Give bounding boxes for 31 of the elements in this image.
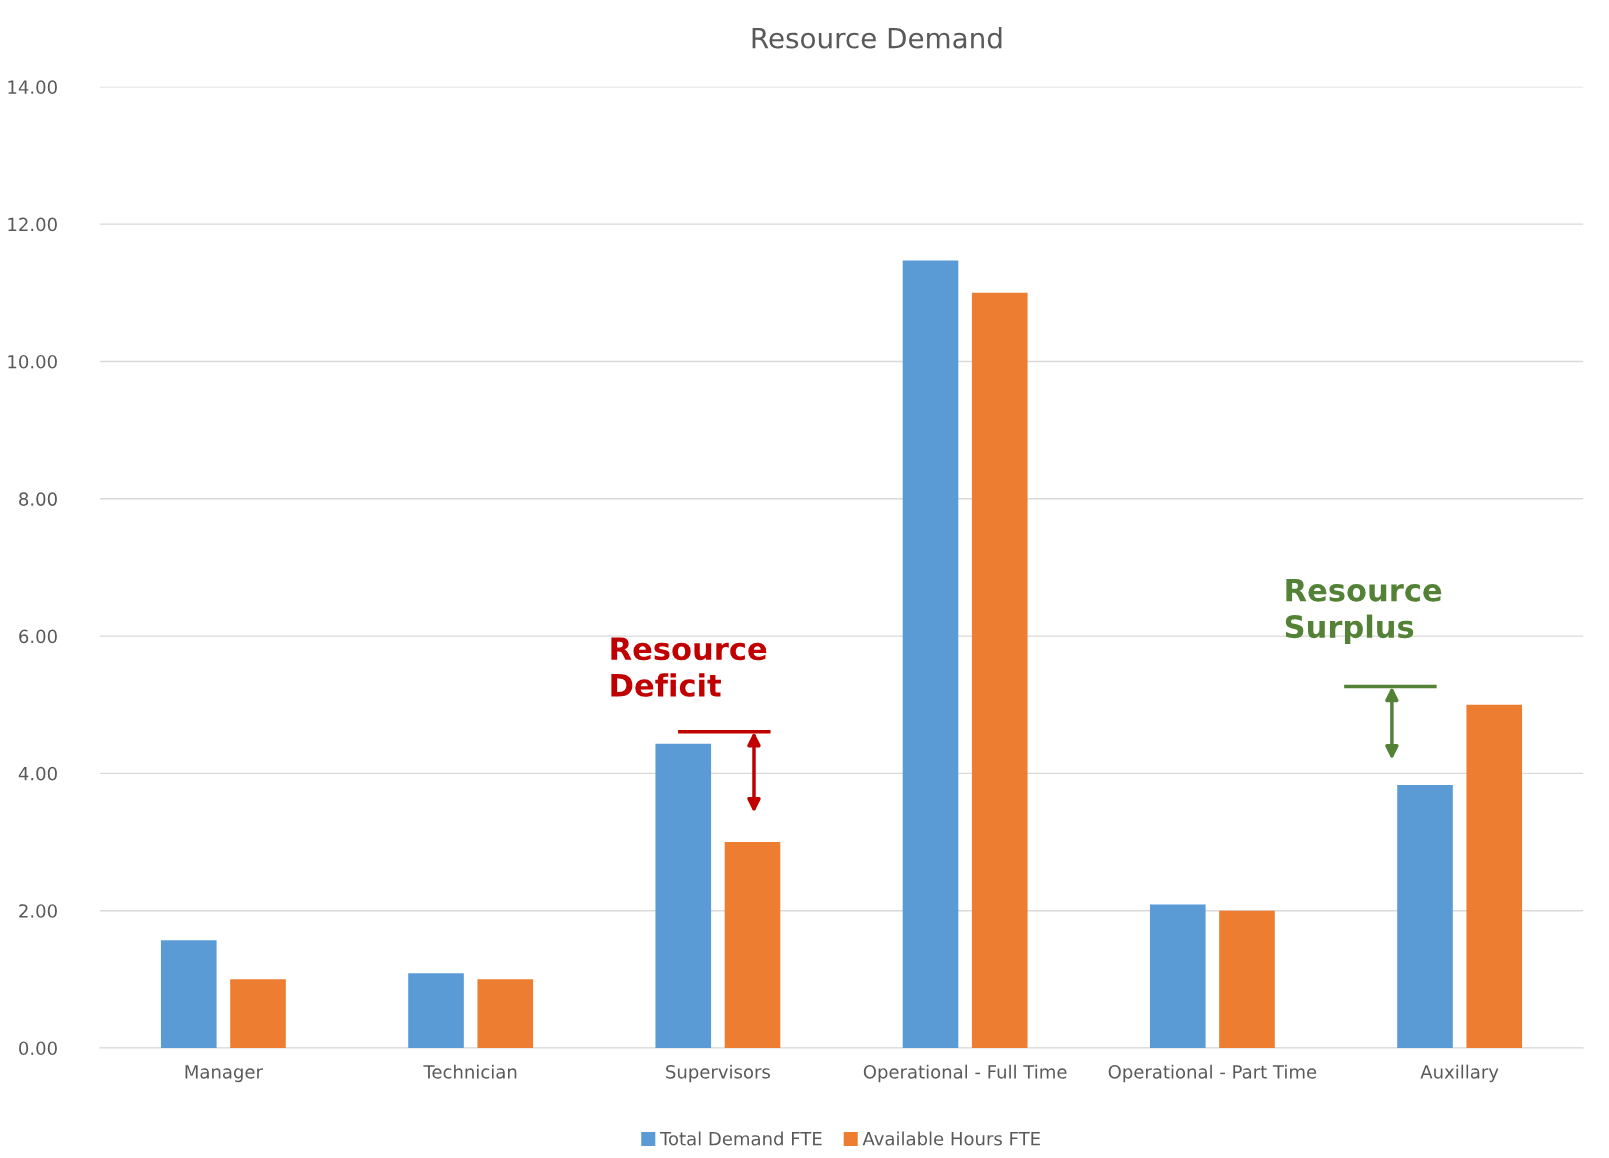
x-tick-label: Manager <box>185 1065 263 1083</box>
y-tick-label: 12.00 <box>8 217 57 232</box>
annotation: Resource Deficit <box>611 637 767 697</box>
bar <box>724 842 781 1048</box>
bar <box>1219 910 1275 1048</box>
x-tick-label: Technician <box>423 1064 517 1079</box>
bar <box>477 979 534 1048</box>
y-tick-label: 4.00 <box>18 766 57 781</box>
y-tick-label: 6.00 <box>19 629 57 644</box>
bar <box>902 260 959 1048</box>
y-tick-label: 10.00 <box>8 354 57 369</box>
bar <box>655 743 712 1048</box>
bar <box>1149 904 1206 1048</box>
x-tick-label: Operational - Full Time <box>863 1064 1067 1083</box>
legend-label: Available Hours FTE <box>862 1131 1040 1146</box>
bar <box>1466 704 1523 1048</box>
y-tick-label: 0.00 <box>19 1041 57 1056</box>
annotation: Resource Surplus <box>1285 578 1442 645</box>
y-tick-label: 2.00 <box>19 904 57 918</box>
x-tick-label: Operational - Part Time <box>1108 1064 1317 1083</box>
bar <box>230 979 286 1048</box>
bar <box>971 292 1028 1048</box>
legend-label: Total Demand FTE <box>659 1131 822 1146</box>
x-tick-label: Supervisors <box>666 1064 770 1083</box>
bar <box>160 940 217 1048</box>
y-tick-label: 8.00 <box>19 492 57 506</box>
x-tick-label: Auxillary <box>1420 1064 1499 1083</box>
bar <box>1397 785 1453 1048</box>
bar <box>408 973 464 1048</box>
y-tick-label: 14.00 <box>8 80 57 94</box>
chart-title: Resource Demand <box>752 27 1002 49</box>
